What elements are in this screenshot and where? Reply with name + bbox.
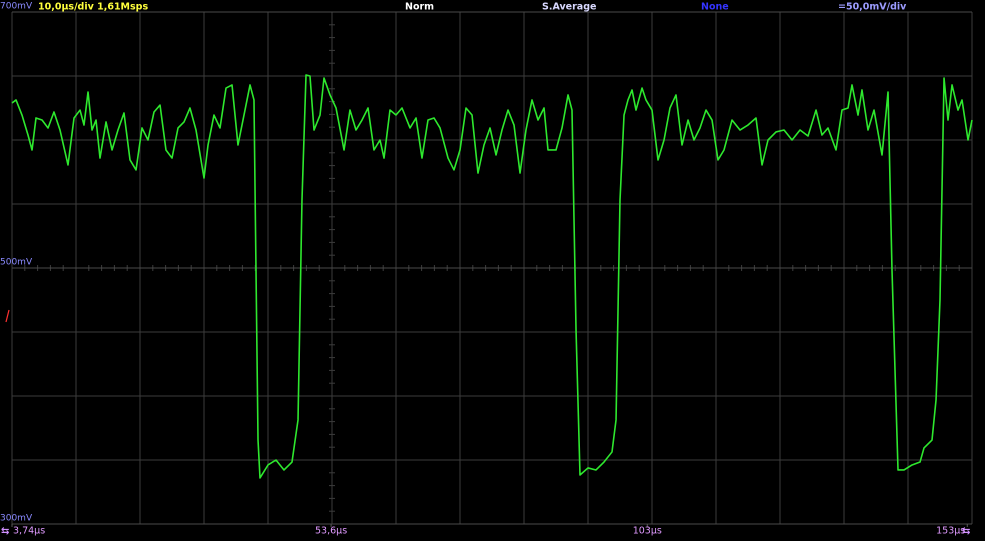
left-scroll-icon[interactable]: ⇆ bbox=[1, 526, 9, 537]
trigger-mode: Norm bbox=[405, 2, 434, 13]
y-tick-label: 500mV bbox=[0, 258, 33, 268]
right-scroll-icon[interactable]: ⇆ bbox=[962, 526, 970, 537]
timebase: 10,0µs/div 1,61Msps bbox=[38, 2, 148, 13]
acquisition: S.Average bbox=[542, 2, 596, 13]
y-tick-label: 700mV bbox=[0, 2, 33, 12]
y-tick-label: 300mV bbox=[0, 514, 33, 524]
graticule bbox=[11, 11, 973, 525]
x-tick-label: 103µs bbox=[633, 526, 662, 537]
filter: None bbox=[701, 2, 729, 13]
trigger-marker bbox=[5, 309, 10, 323]
x-tick-label: 53,6µs bbox=[315, 526, 347, 537]
x-tick-label: 153µs bbox=[936, 526, 965, 537]
x-tick-label: 3,74µs bbox=[13, 526, 45, 537]
vertical-scale: =50,0mV/div bbox=[838, 2, 907, 13]
signal-trace bbox=[11, 74, 973, 479]
